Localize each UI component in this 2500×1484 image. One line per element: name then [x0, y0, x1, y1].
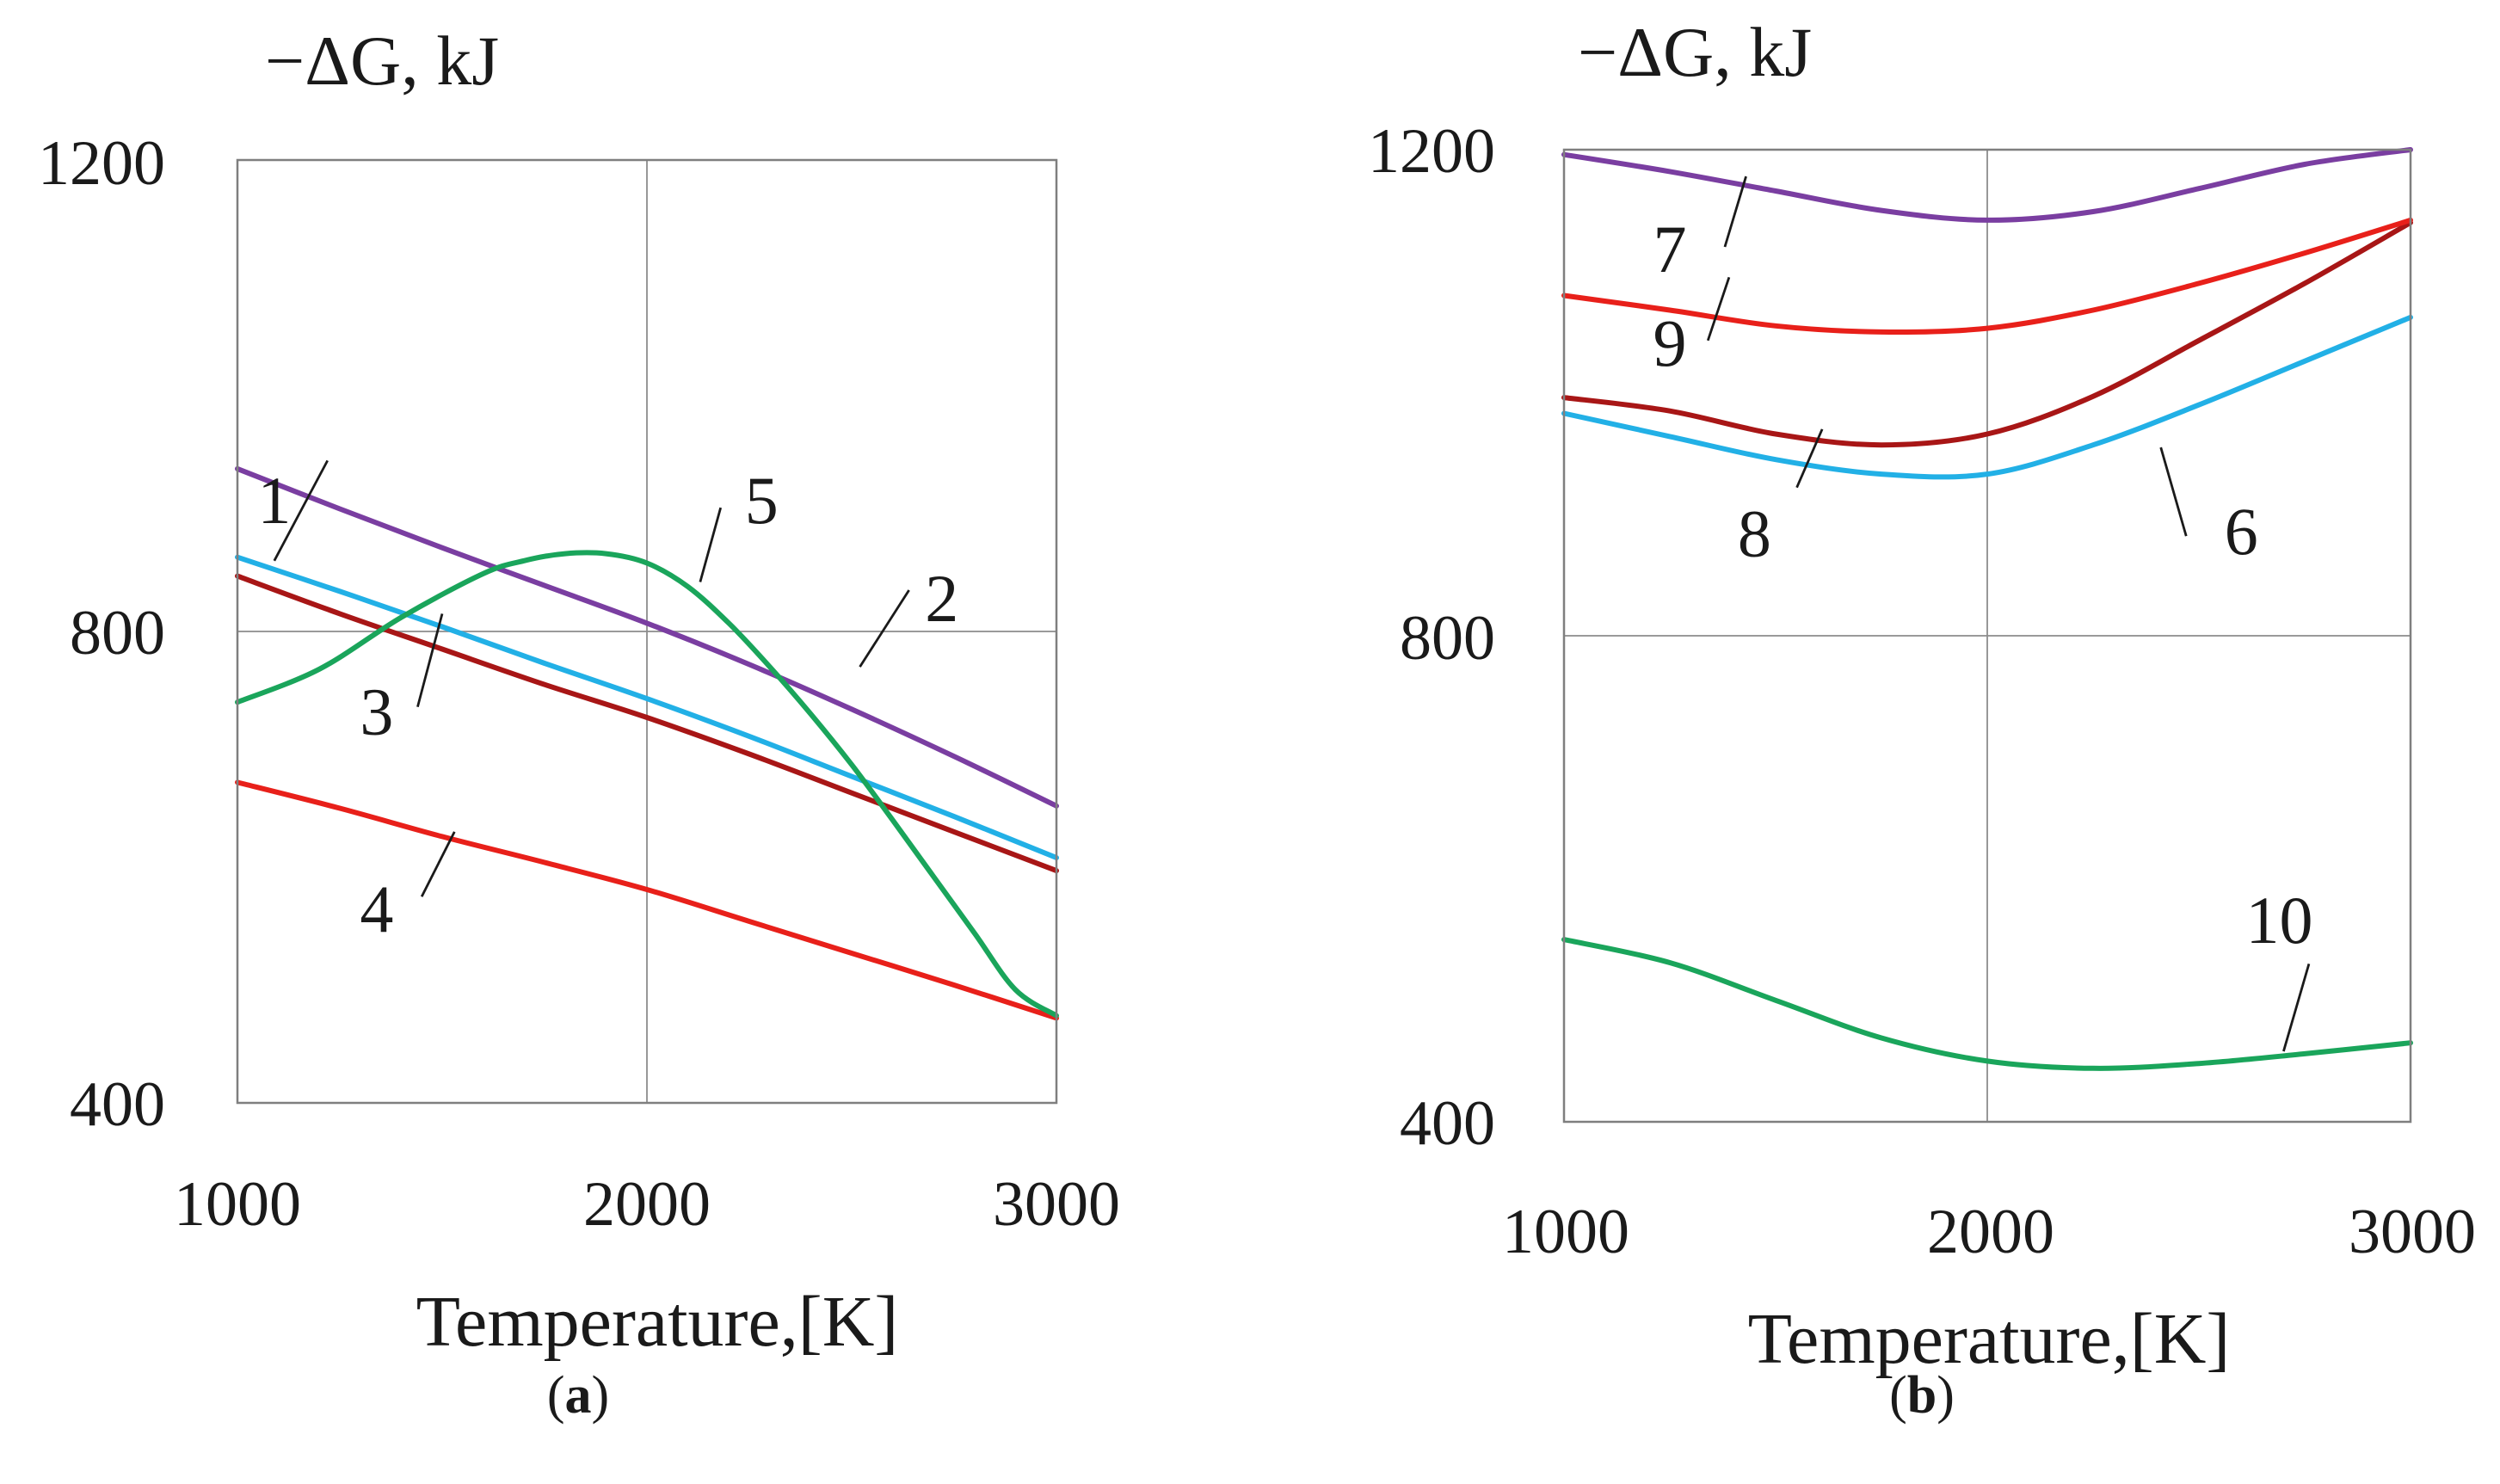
y-axis-label: −ΔG, kJ — [265, 22, 499, 100]
series-9-line — [1561, 217, 2413, 336]
y-tick-label: 1200 — [38, 128, 165, 199]
label-leaders — [1706, 175, 2311, 1052]
x-tick-label: 2000 — [583, 1169, 711, 1240]
series-4-line — [235, 779, 1059, 1021]
x-tick-label: 1000 — [1502, 1197, 1629, 1267]
series-labels: 6 7 8 9 10 — [1653, 212, 2313, 958]
y-tick-label: 1200 — [1368, 116, 1495, 187]
series-7-line — [1561, 147, 2413, 223]
x-tick-label: 3000 — [2349, 1197, 2476, 1267]
series-3-leader — [416, 613, 444, 708]
series-4-label: 4 — [360, 871, 393, 946]
y-tick-label: 800 — [70, 598, 165, 668]
grid-lines — [1564, 150, 2411, 1122]
x-axis-label: Temperature,[K] — [416, 1282, 899, 1362]
x-tick-label: 3000 — [993, 1169, 1120, 1240]
series-7-label: 7 — [1653, 212, 1687, 286]
chart-panel-a: −ΔG, kJ 1 2 3 4 5 1200 800 400 1000 2000 300… — [38, 22, 1120, 1425]
series-8-line — [1561, 219, 2413, 448]
series-3-label: 3 — [360, 674, 393, 748]
y-tick-label: 800 — [1400, 603, 1495, 674]
series-6-label: 6 — [2225, 494, 2258, 569]
x-tick-label: 2000 — [1927, 1197, 2054, 1267]
series-9-leader — [1706, 276, 1731, 342]
series-5-leader — [699, 507, 723, 582]
series-lines — [1561, 147, 2413, 1071]
series-3-line — [235, 573, 1059, 874]
series-1-leader — [273, 459, 329, 562]
series-2-leader — [859, 589, 910, 668]
series-8-leader — [1795, 428, 1824, 489]
series-10-line — [1561, 937, 2413, 1071]
series-2-line — [235, 465, 1059, 809]
series-labels: 1 2 3 4 5 — [257, 463, 958, 946]
panel-letter: b — [1907, 1366, 1937, 1425]
series-lines — [235, 465, 1059, 1021]
series-5-label: 5 — [745, 463, 779, 538]
series-1-line — [235, 554, 1059, 860]
y-tick-label: 400 — [70, 1069, 165, 1140]
series-1-label: 1 — [257, 463, 291, 538]
label-leaders — [273, 459, 910, 897]
series-4-leader — [420, 831, 456, 897]
panel-label: (b) — [1889, 1366, 1955, 1425]
plot-frame — [236, 158, 1058, 1105]
series-10-label: 10 — [2245, 883, 2312, 958]
series-9-label: 9 — [1653, 305, 1687, 380]
chart-panel-b: −ΔG, kJ 6 7 8 9 10 1200 800 400 1000 2000 30… — [1368, 13, 2476, 1425]
series-6-line — [1561, 314, 2413, 480]
x-tick-label: 1000 — [174, 1169, 301, 1240]
series-2-label: 2 — [925, 561, 958, 636]
series-8-label: 8 — [1738, 496, 1771, 571]
x-axis-label: Temperature,[K] — [1748, 1299, 2231, 1379]
y-tick-label: 400 — [1400, 1088, 1495, 1159]
grid-lines — [237, 160, 1056, 1103]
series-6-leader — [2159, 446, 2188, 537]
y-axis-label: −ΔG, kJ — [1578, 13, 1812, 91]
series-5-line — [235, 550, 1059, 1019]
series-10-leader — [2282, 963, 2311, 1052]
plot-frame — [1562, 148, 2412, 1124]
panel-letter: a — [565, 1366, 592, 1425]
panel-label: (a) — [547, 1366, 609, 1425]
series-7-leader — [1723, 175, 1747, 248]
